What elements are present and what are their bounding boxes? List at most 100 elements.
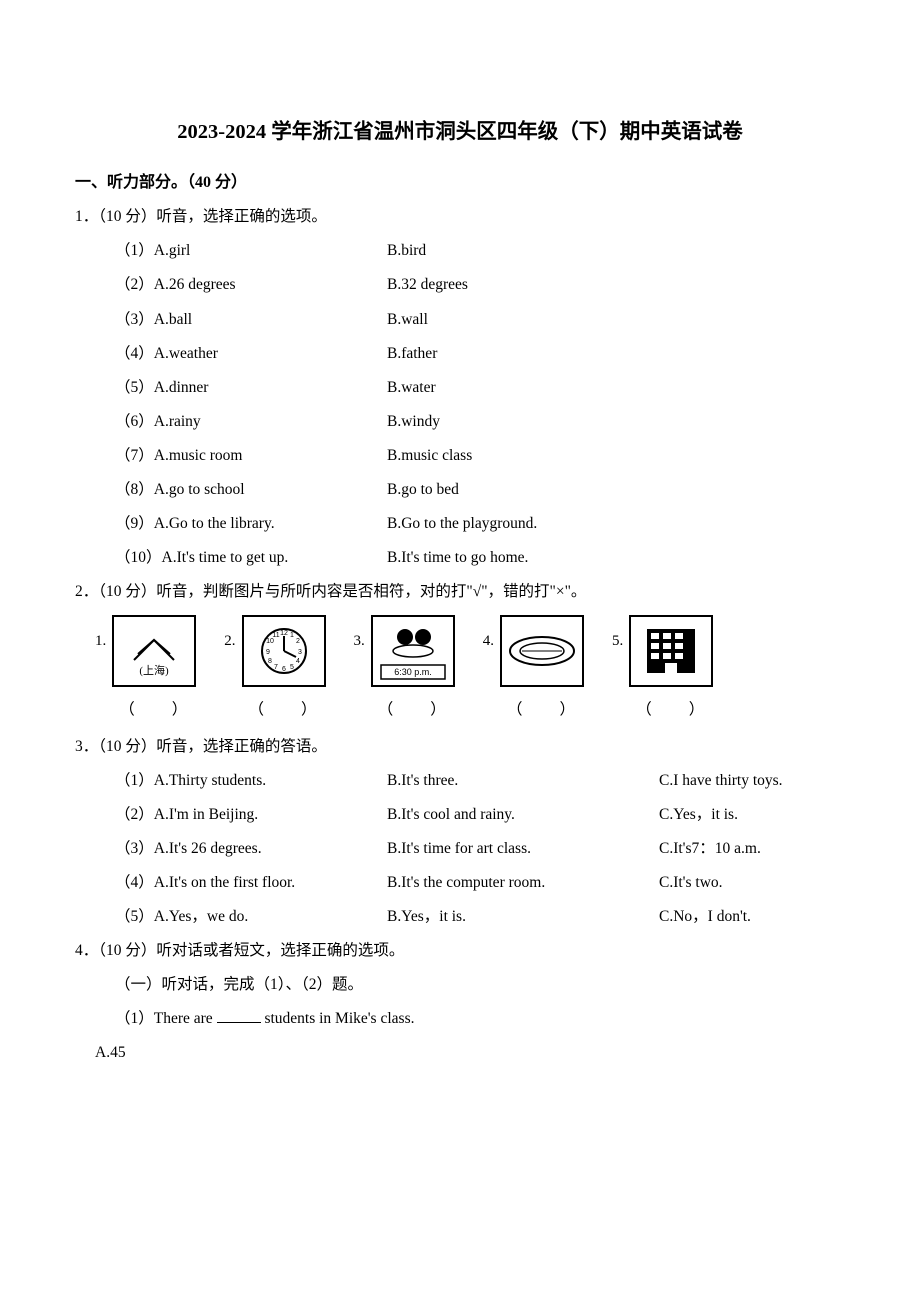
- q1-item-1: （1）A.girl B.bird: [115, 234, 845, 268]
- svg-text:3: 3: [298, 649, 302, 656]
- q1-7-a: A.music room: [154, 447, 243, 464]
- q1-item-7: （7）A.music room B.music class: [115, 439, 845, 473]
- q2-image-5: 5.: [612, 615, 713, 727]
- q3-1-a: A.Thirty students.: [154, 772, 266, 789]
- q3-3-c: C.It's7：10 a.m.: [659, 832, 845, 866]
- q1-item-6: （6）A.rainyB.windy: [115, 405, 845, 439]
- q1-3-b: B.wall: [387, 303, 845, 337]
- svg-text:9: 9: [266, 649, 270, 656]
- q3-1-num: （1）: [115, 772, 154, 789]
- svg-text:5: 5: [290, 664, 294, 671]
- q3-item-5: （5）A.Yes，we do.B.Yes，it is.C.No，I don't.: [115, 900, 845, 934]
- q1-item-2: （2）A.26 degrees B.32 degrees: [115, 268, 845, 302]
- q1-4-a: A.weather: [154, 345, 218, 362]
- q1-7-b: B.music class: [387, 439, 845, 473]
- q2-img2-num: 2.: [224, 615, 241, 658]
- q1-8-b: B.go to bed: [387, 473, 845, 507]
- q3-3-num: （3）: [115, 840, 154, 857]
- q1-3-num: （3）: [115, 311, 154, 328]
- q4-part1-label: （一）听对话，完成（1）、（2）题。: [115, 968, 845, 1002]
- section-heading: 一、听力部分。（40 分）: [75, 165, 845, 200]
- building-icon: [633, 619, 709, 683]
- q2-img4-num: 4.: [483, 615, 500, 658]
- q3-item-1: （1）A.Thirty students.B.It's three.C.I ha…: [115, 764, 845, 798]
- q1-1-num: （1）: [115, 242, 154, 259]
- q3-4-num: （4）: [115, 874, 154, 891]
- q2-paren-5: （ ）: [636, 693, 706, 727]
- q1-4-num: （4）: [115, 345, 154, 362]
- q2-img5-num: 5.: [612, 615, 629, 658]
- q1-7-num: （7）: [115, 447, 154, 464]
- q3-3-a: A.It's 26 degrees.: [154, 840, 262, 857]
- q1-items: （1）A.girl B.bird （2）A.26 degrees B.32 degr…: [75, 234, 845, 575]
- q3-item-4: （4）A.It's on the first floor. B.It's the …: [115, 866, 845, 900]
- q2-img2-box: 12 11 10 9 8 7 6 5 4 3 2 1: [242, 615, 326, 687]
- svg-text:6: 6: [282, 666, 286, 673]
- q1-1-b: B.bird: [387, 234, 845, 268]
- q1-item-8: （8）A.go to school B.go to bed: [115, 473, 845, 507]
- q3-2-c: C.Yes，it is.: [659, 798, 845, 832]
- svg-text:4: 4: [296, 658, 300, 665]
- q1-3-a: A.ball: [154, 311, 192, 328]
- q4-item-1: （1）There are students in Mike's class.: [115, 1002, 845, 1036]
- q3-5-b: B.Yes，it is.: [387, 900, 659, 934]
- q1-9-a: A.Go to the library.: [154, 515, 275, 532]
- q2-img3-num: 3.: [354, 615, 371, 658]
- q2-image-4: 4. （ ）: [483, 615, 584, 727]
- q3-1-b: B.It's three.: [387, 764, 659, 798]
- q2-paren-3: （ ）: [378, 693, 448, 727]
- q1-8-a: A.go to school: [154, 481, 245, 498]
- q1-item-5: （5）A.dinnerB.water: [115, 371, 845, 405]
- q3-3-b: B.It's time for art class.: [387, 832, 659, 866]
- question-2: 2．（10 分）听音，判断图片与所听内容是否相符，对的打"√"，错的打"×"。 …: [75, 575, 845, 727]
- arrow-icon: (上海): [124, 624, 184, 678]
- q1-2-a: A.26 degrees: [154, 276, 236, 293]
- q1-8-num: （8）: [115, 481, 154, 498]
- q1-6-b: B.windy: [387, 405, 845, 439]
- q3-5-c: C.No，I don't.: [659, 900, 845, 934]
- q2-image-1: 1. (上海) （ ）: [95, 615, 196, 727]
- q1-10-num: （10）: [115, 549, 162, 566]
- q1-item-3: （3）A.ball B.wall: [115, 303, 845, 337]
- playground-icon: [504, 621, 580, 681]
- q3-4-a: A.It's on the first floor.: [154, 874, 295, 891]
- q3-4-c: C.It's two.: [659, 866, 845, 900]
- q4-stem: 4．（10 分）听对话或者短文，选择正确的选项。: [75, 934, 845, 968]
- clock-icon: 12 11 10 9 8 7 6 5 4 3 2 1: [254, 621, 314, 681]
- q3-item-3: （3）A.It's 26 degrees. B.It's time for art…: [115, 832, 845, 866]
- q1-1-a: A.girl: [154, 242, 191, 259]
- q1-5-b: B.water: [387, 371, 845, 405]
- q2-img3-caption: 6:30 p.m.: [394, 667, 432, 677]
- q3-item-2: （2）A.I'm in Beijing.B.It's cool and rain…: [115, 798, 845, 832]
- q2-img1-box: (上海): [112, 615, 196, 687]
- q1-2-num: （2）: [115, 276, 154, 293]
- q2-image-2: 2. 12 11 10 9 8 7 6: [224, 615, 325, 727]
- q4-1-pre: （1）There are: [115, 1010, 217, 1027]
- q3-items: （1）A.Thirty students.B.It's three.C.I ha…: [75, 764, 845, 934]
- question-4: 4．（10 分）听对话或者短文，选择正确的选项。 （一）听对话，完成（1）、（2…: [75, 934, 845, 1070]
- q3-5-num: （5）: [115, 908, 154, 925]
- q1-9-b: B.Go to the playground.: [387, 507, 845, 541]
- q1-stem: 1．（10 分）听音，选择正确的选项。: [75, 200, 845, 234]
- q1-2-b: B.32 degrees: [387, 268, 845, 302]
- question-1: 1．（10 分）听音，选择正确的选项。 （1）A.girlB.bird （2）A…: [75, 200, 845, 575]
- exam-title: 2023-2024 学年浙江省温州市洞头区四年级（下）期中英语试卷: [75, 110, 845, 155]
- q3-2-a: A.I'm in Beijing.: [154, 806, 258, 823]
- q3-stem: 3．（10 分）听音，选择正确的答语。: [75, 730, 845, 764]
- svg-text:8: 8: [268, 658, 272, 665]
- svg-text:2: 2: [296, 638, 300, 645]
- q2-img3-box: 6:30 p.m.: [371, 615, 455, 687]
- q1-5-num: （5）: [115, 379, 154, 396]
- svg-text:1: 1: [290, 632, 294, 639]
- q2-img4-box: [500, 615, 584, 687]
- q3-4-b: B.It's the computer room.: [387, 866, 659, 900]
- q1-9-num: （9）: [115, 515, 154, 532]
- q1-item-4: （4）A.weatherB.father: [115, 337, 845, 371]
- svg-text:12: 12: [280, 630, 288, 637]
- q1-item-10: （10）A.It's time to get up.B.It's time to…: [115, 541, 845, 575]
- q3-2-b: B.It's cool and rainy.: [387, 798, 659, 832]
- question-3: 3．（10 分）听音，选择正确的答语。 （1）A.Thirty students…: [75, 730, 845, 935]
- blank-fill: [217, 1007, 261, 1024]
- q2-img1-num: 1.: [95, 615, 112, 658]
- q4-1-post: students in Mike's class.: [261, 1010, 415, 1027]
